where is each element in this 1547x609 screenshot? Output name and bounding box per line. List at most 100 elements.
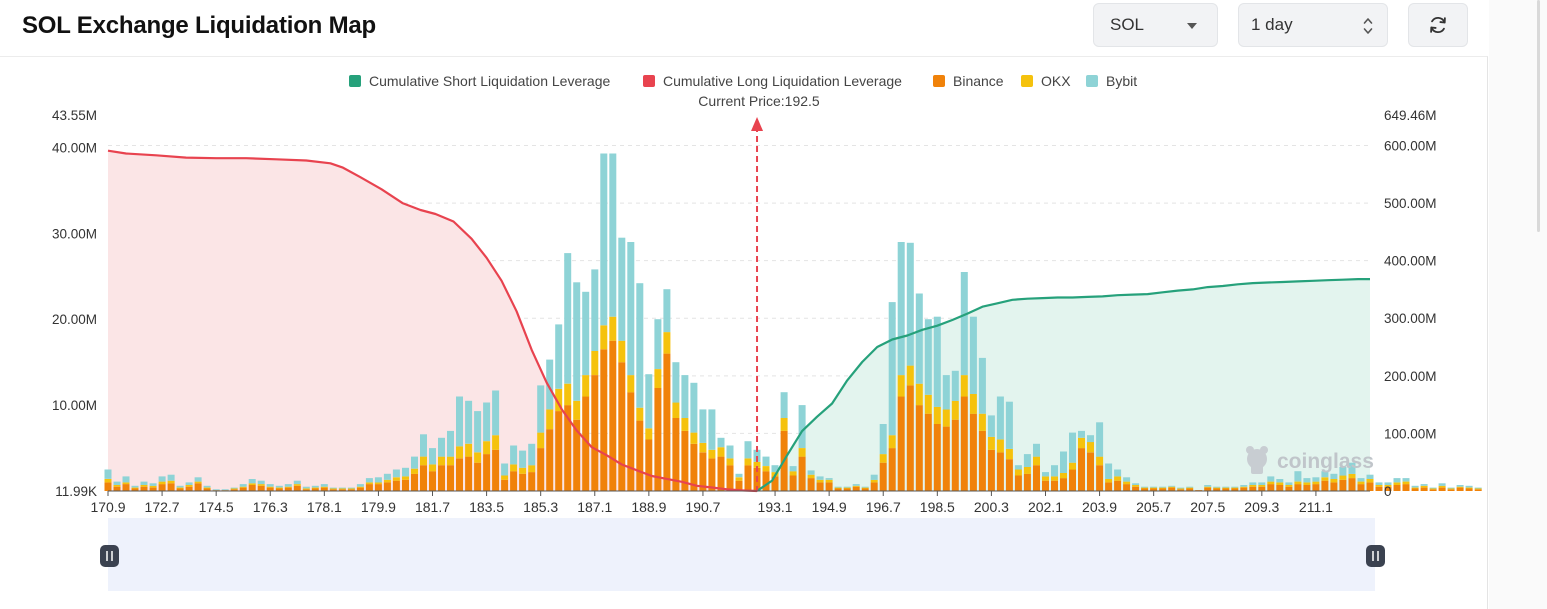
bar-binance-94[interactable] [951, 419, 959, 491]
bar-binance-127[interactable] [1249, 486, 1257, 491]
bar-binance-63[interactable] [672, 418, 680, 491]
bar-okx-5[interactable] [149, 485, 157, 488]
bar-binance-16[interactable] [248, 485, 256, 491]
bar-okx-100[interactable] [1005, 448, 1013, 460]
bar-binance-49[interactable] [546, 429, 554, 491]
bar-binance-8[interactable] [176, 488, 184, 491]
bar-bybit-28[interactable] [356, 484, 364, 487]
bar-okx-142[interactable] [1384, 485, 1392, 487]
bar-binance-66[interactable] [699, 452, 707, 491]
bar-bybit-46[interactable] [519, 450, 527, 468]
navigator-window[interactable] [108, 518, 1375, 591]
bar-bybit-23[interactable] [311, 485, 319, 488]
bar-binance-90[interactable] [915, 405, 923, 491]
bar-binance-79[interactable] [816, 482, 824, 491]
bar-bybit-108[interactable] [1078, 430, 1085, 438]
legend-item-3[interactable]: OKX [1021, 73, 1071, 89]
navigator-right-handle[interactable] [1366, 545, 1385, 567]
bar-bybit-81[interactable] [834, 486, 842, 488]
bar-bybit-72[interactable] [753, 449, 761, 462]
bar-okx-48[interactable] [537, 432, 545, 449]
bar-binance-88[interactable] [897, 396, 905, 492]
bar-binance-118[interactable] [1168, 487, 1176, 491]
bar-okx-82[interactable] [843, 487, 851, 489]
bar-binance-150[interactable] [1456, 487, 1464, 491]
bar-bybit-17[interactable] [257, 480, 265, 485]
bar-binance-34[interactable] [411, 473, 418, 491]
bar-bybit-19[interactable] [275, 485, 283, 488]
bar-bybit-15[interactable] [239, 484, 247, 487]
bar-bybit-143[interactable] [1393, 478, 1401, 483]
bar-bybit-98[interactable] [987, 415, 995, 437]
bar-okx-127[interactable] [1249, 485, 1257, 487]
bar-okx-84[interactable] [861, 487, 869, 489]
bar-binance-9[interactable] [185, 486, 193, 491]
bar-bybit-8[interactable] [176, 485, 184, 488]
bar-okx-150[interactable] [1456, 486, 1464, 488]
bar-bybit-97[interactable] [978, 357, 986, 414]
bar-binance-48[interactable] [537, 448, 545, 491]
bar-bybit-67[interactable] [708, 409, 716, 450]
bar-binance-133[interactable] [1303, 485, 1311, 491]
bar-bybit-11[interactable] [203, 485, 211, 488]
bar-binance-149[interactable] [1447, 489, 1455, 491]
bar-bybit-92[interactable] [933, 316, 941, 407]
bar-bybit-48[interactable] [537, 385, 545, 433]
bar-okx-101[interactable] [1014, 469, 1022, 476]
bar-okx-111[interactable] [1105, 479, 1113, 483]
bar-binance-18[interactable] [266, 487, 274, 491]
bar-bybit-37[interactable] [438, 437, 445, 457]
bar-okx-34[interactable] [411, 468, 418, 474]
bar-okx-49[interactable] [546, 409, 554, 430]
bar-bybit-64[interactable] [681, 375, 689, 418]
bar-bybit-99[interactable] [996, 396, 1004, 440]
bar-okx-112[interactable] [1114, 476, 1122, 481]
bar-bybit-59[interactable] [636, 283, 644, 408]
bar-okx-25[interactable] [329, 488, 337, 490]
bar-bybit-51[interactable] [564, 253, 572, 384]
bar-bybit-65[interactable] [690, 382, 698, 433]
bar-okx-146[interactable] [1420, 485, 1428, 488]
bar-bybit-70[interactable] [735, 473, 743, 478]
bar-okx-123[interactable] [1213, 487, 1221, 489]
bar-bybit-78[interactable] [807, 470, 815, 475]
bar-bybit-20[interactable] [284, 484, 292, 487]
bar-binance-128[interactable] [1258, 486, 1266, 491]
bar-bybit-60[interactable] [645, 374, 653, 429]
bar-binance-10[interactable] [194, 483, 202, 491]
bar-bybit-149[interactable] [1447, 487, 1455, 489]
bar-okx-114[interactable] [1132, 485, 1140, 487]
bar-bybit-106[interactable] [1060, 451, 1067, 474]
bar-okx-33[interactable] [402, 476, 409, 480]
bar-binance-58[interactable] [627, 392, 635, 491]
bar-binance-3[interactable] [131, 488, 139, 491]
bar-bybit-125[interactable] [1231, 486, 1239, 488]
bar-bybit-152[interactable] [1474, 487, 1482, 489]
bar-okx-6[interactable] [158, 481, 166, 485]
bar-bybit-13[interactable] [221, 489, 229, 491]
bar-okx-15[interactable] [239, 486, 247, 488]
bar-binance-41[interactable] [474, 462, 482, 491]
bar-okx-133[interactable] [1303, 482, 1311, 485]
bar-okx-80[interactable] [825, 479, 833, 483]
bar-bybit-75[interactable] [780, 392, 788, 418]
bar-okx-117[interactable] [1159, 487, 1167, 489]
bar-binance-55[interactable] [600, 349, 608, 491]
bar-bybit-88[interactable] [897, 242, 905, 376]
bar-binance-2[interactable] [122, 484, 130, 491]
bar-okx-53[interactable] [582, 375, 590, 397]
bar-okx-23[interactable] [311, 487, 319, 489]
bar-bybit-50[interactable] [555, 324, 563, 389]
bar-okx-60[interactable] [645, 428, 653, 440]
bar-okx-55[interactable] [600, 325, 608, 350]
bar-okx-11[interactable] [203, 487, 211, 489]
bar-bybit-116[interactable] [1150, 486, 1158, 488]
bar-binance-86[interactable] [879, 462, 887, 491]
legend-item-2[interactable]: Binance [933, 73, 1004, 89]
bar-okx-36[interactable] [429, 464, 436, 472]
bar-okx-24[interactable] [320, 486, 328, 488]
bar-bybit-82[interactable] [843, 486, 851, 488]
bar-binance-95[interactable] [960, 396, 968, 492]
bar-bybit-53[interactable] [582, 291, 590, 376]
range-select[interactable]: 1 day [1238, 3, 1388, 47]
